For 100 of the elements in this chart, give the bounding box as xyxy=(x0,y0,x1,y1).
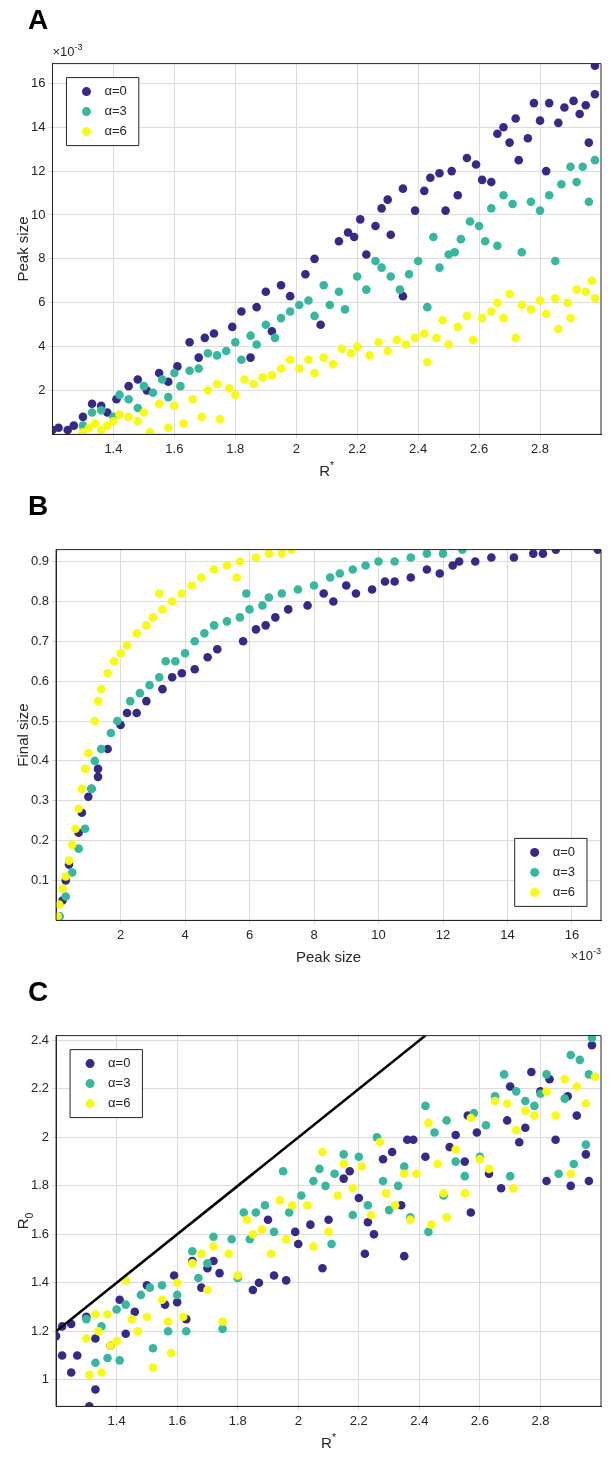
point xyxy=(374,557,383,566)
y-tick-label: 2 xyxy=(38,382,46,398)
legend-label: α=3 xyxy=(108,1075,131,1091)
legend-label: α=0 xyxy=(108,1055,131,1071)
point xyxy=(245,605,254,614)
x-tick-label: 2.2 xyxy=(348,440,367,456)
x-tick-label: 16 xyxy=(564,926,580,942)
point xyxy=(538,549,548,558)
point xyxy=(209,621,219,630)
point xyxy=(171,656,180,666)
x-tick-label: 1.6 xyxy=(165,440,184,456)
point xyxy=(96,744,106,754)
point xyxy=(90,756,100,766)
y-tick-label: 0.4 xyxy=(30,752,50,768)
chart-title: C xyxy=(28,975,49,1007)
y-tick-label: 0.7 xyxy=(30,632,50,648)
point xyxy=(222,561,232,570)
y-tick-label: 4 xyxy=(38,338,46,354)
point xyxy=(113,716,122,726)
point xyxy=(271,613,280,622)
point xyxy=(93,696,103,706)
y-tick-label: 10 xyxy=(30,206,46,222)
point xyxy=(438,549,448,558)
point xyxy=(132,708,141,718)
y-tick-label: 2.2 xyxy=(30,1080,50,1096)
point xyxy=(58,884,67,893)
y-tick-label: 1.4 xyxy=(30,1274,50,1290)
point xyxy=(264,593,274,602)
point xyxy=(422,549,432,558)
point xyxy=(351,589,361,598)
point xyxy=(125,696,135,706)
x-axis-title: Peak size xyxy=(296,948,362,966)
point xyxy=(67,840,77,849)
point xyxy=(242,589,251,598)
point xyxy=(142,696,151,706)
point xyxy=(177,589,187,598)
point xyxy=(380,577,390,586)
chart-title: A xyxy=(28,3,49,35)
x-tick-label: 2 xyxy=(294,1412,302,1428)
point xyxy=(235,557,245,566)
chart-title: B xyxy=(28,489,49,521)
point xyxy=(167,597,177,606)
y-axis-title: Final size xyxy=(14,703,32,767)
point xyxy=(319,589,328,598)
point xyxy=(341,581,351,590)
point xyxy=(222,617,232,626)
point xyxy=(303,601,312,610)
point xyxy=(454,557,464,566)
legend-label: α=6 xyxy=(552,883,576,899)
x-tick-label: 2.2 xyxy=(349,1412,368,1428)
point xyxy=(145,680,154,690)
point xyxy=(200,629,209,638)
x-tick-label: 2 xyxy=(116,926,125,942)
point xyxy=(64,856,74,865)
point xyxy=(196,573,206,582)
y-tick-label: 1.8 xyxy=(30,1177,50,1193)
point xyxy=(177,668,187,678)
y-tick-label: 0.2 xyxy=(30,832,50,848)
point xyxy=(84,792,93,802)
x-tick-label: 2.4 xyxy=(410,1412,429,1428)
point xyxy=(406,553,416,562)
legend-label: α=6 xyxy=(104,123,127,139)
x-tick-label: 2 xyxy=(292,440,300,456)
point xyxy=(148,613,158,622)
y-tick-label: 0.8 xyxy=(30,593,50,609)
point xyxy=(56,900,64,909)
point xyxy=(448,561,457,570)
point xyxy=(422,565,432,574)
point xyxy=(293,585,303,594)
point xyxy=(154,672,164,682)
point xyxy=(283,605,293,614)
y-tick-label: 16 xyxy=(30,74,46,90)
y-tick-label: 0.6 xyxy=(30,672,50,688)
x-tick-label: 2.6 xyxy=(470,440,489,456)
x-tick-label: 4 xyxy=(181,926,189,942)
point xyxy=(277,549,287,558)
x-tick-label: 12 xyxy=(435,926,451,942)
y-tick-label: 6 xyxy=(38,294,46,310)
point xyxy=(190,664,200,674)
y-tick-label: 14 xyxy=(30,118,46,134)
point xyxy=(390,557,399,566)
point xyxy=(251,553,261,562)
point xyxy=(142,621,151,630)
y-tick-label: 2.4 xyxy=(30,1032,50,1048)
point xyxy=(80,764,90,774)
point xyxy=(61,892,71,901)
point xyxy=(435,569,445,578)
point xyxy=(361,561,370,570)
point xyxy=(67,868,77,877)
x-axis-title: R* xyxy=(321,1430,336,1452)
y-tick-label: 0.9 xyxy=(30,553,50,569)
x-tick-label: 1.8 xyxy=(226,440,245,456)
x-tick-label: 1.4 xyxy=(104,440,123,456)
y-tick-label: 8 xyxy=(38,250,46,266)
point xyxy=(329,597,338,606)
point xyxy=(325,573,335,582)
point xyxy=(258,601,267,610)
point xyxy=(180,648,190,658)
point xyxy=(106,728,116,738)
point xyxy=(122,708,132,718)
